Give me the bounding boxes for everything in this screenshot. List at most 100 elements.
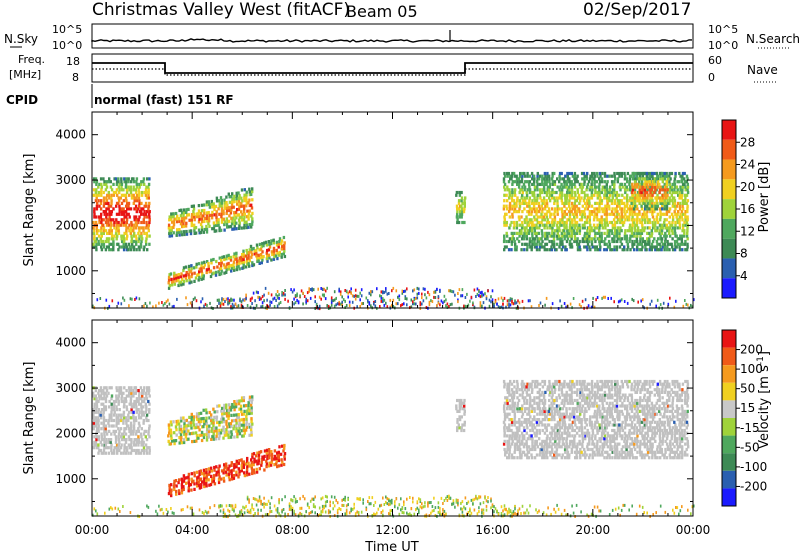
scatter-cell: [233, 224, 236, 228]
freq-panel-frame: [91, 53, 694, 83]
scatter-cell: [598, 190, 601, 195]
scatter-cell: [565, 193, 569, 197]
scatter-cell: [261, 258, 264, 262]
scatter-cell: [671, 185, 674, 189]
clutter-cell: [309, 288, 312, 291]
scatter-cell: [117, 231, 121, 235]
scatter-cell: [460, 428, 463, 433]
scatter-cell: [105, 418, 108, 423]
scatter-cell: [97, 193, 100, 197]
scatter-cell: [515, 204, 518, 208]
scatter-cell: [99, 386, 103, 390]
scatter-cell: [118, 245, 121, 249]
scatter-cell: [503, 237, 506, 241]
scatter-cell: [257, 461, 260, 465]
scatter-cell: [538, 396, 541, 400]
scatter-cell: [107, 405, 111, 409]
scatter-cell: [266, 248, 269, 253]
scatter-cell: [226, 203, 229, 207]
scatter-cell: [539, 447, 542, 452]
clutter-cell: [397, 295, 399, 299]
scatter-cell: [173, 479, 176, 483]
scatter-cell: [200, 483, 203, 487]
scatter-cell: [663, 182, 666, 186]
scatter-cell: [564, 196, 567, 200]
scatter-cell: [137, 389, 140, 393]
scatter-cell: [133, 231, 136, 235]
scatter-cell: [515, 177, 519, 181]
scatter-cell: [651, 212, 654, 216]
scatter-cell: [132, 229, 135, 233]
scatter-cell: [231, 403, 234, 407]
scatter-cell: [183, 476, 186, 481]
scatter-cell: [681, 229, 684, 233]
scatter-cell: [95, 402, 99, 406]
scatter-cell: [133, 443, 136, 447]
scatter-cell: [133, 218, 136, 222]
clutter-cell: [209, 301, 211, 305]
scatter-cell: [618, 204, 621, 208]
scatter-cell: [525, 190, 528, 195]
scatter-cell: [137, 451, 140, 455]
scatter-cell: [127, 427, 131, 431]
scatter-cell: [655, 171, 659, 176]
scatter-cell: [636, 212, 639, 216]
scatter-cell: [222, 420, 226, 424]
scatter-cell: [110, 413, 113, 417]
scatter-cell: [120, 416, 123, 420]
scatter-cell: [129, 190, 133, 195]
scatter-cell: [541, 418, 544, 422]
scatter-cell: [237, 199, 241, 203]
scatter-cell: [633, 188, 637, 192]
scatter-cell: [99, 177, 103, 181]
scatter-cell: [529, 245, 532, 249]
clutter-cell: [370, 304, 372, 308]
scatter-cell: [505, 434, 509, 438]
scatter-cell: [570, 234, 573, 238]
scatter-cell: [588, 177, 592, 181]
scatter-cell: [225, 419, 228, 423]
scatter-cell: [127, 212, 130, 216]
scatter-cell: [189, 269, 193, 273]
scatter-cell: [666, 226, 669, 230]
scatter-cell: [185, 210, 188, 214]
scatter-cell: [106, 193, 109, 197]
scatter-cell: [508, 390, 511, 394]
scatter-cell: [563, 212, 566, 216]
scatter-cell: [588, 226, 591, 230]
scatter-cell: [503, 431, 506, 435]
scatter-cell: [545, 180, 549, 184]
scatter-cell: [516, 382, 519, 386]
scatter-cell: [213, 429, 216, 433]
scatter-cell: [109, 218, 113, 222]
scatter-cell: [668, 182, 671, 186]
scatter-cell: [600, 190, 604, 195]
scatter-cell: [545, 426, 548, 430]
clutter-cell: [466, 305, 468, 309]
scatter-cell: [686, 182, 689, 186]
scatter-cell: [124, 223, 128, 227]
scatter-cell: [513, 390, 516, 394]
clutter-cell: [610, 296, 612, 300]
scatter-cell: [266, 254, 269, 258]
scatter-cell: [603, 210, 606, 214]
scatter-cell: [521, 234, 524, 238]
scatter-cell: [613, 201, 616, 205]
scatter-cell: [203, 479, 206, 483]
scatter-cell: [554, 409, 557, 413]
scatter-cell: [112, 418, 116, 423]
scatter-cell: [594, 248, 597, 252]
scatter-cell: [683, 182, 686, 186]
scatter-cell: [533, 177, 536, 181]
scatter-cell: [276, 251, 279, 255]
scatter-cell: [125, 438, 128, 442]
scatter-cell: [202, 419, 206, 423]
clutter-cell: [135, 296, 138, 300]
scatter-cell: [668, 226, 671, 230]
scatter-cell: [130, 223, 134, 227]
scatter-cell: [636, 239, 639, 244]
scatter-cell: [212, 476, 216, 480]
scatter-cell: [553, 434, 557, 438]
scatter-cell: [616, 220, 619, 225]
scatter-cell: [102, 418, 106, 423]
